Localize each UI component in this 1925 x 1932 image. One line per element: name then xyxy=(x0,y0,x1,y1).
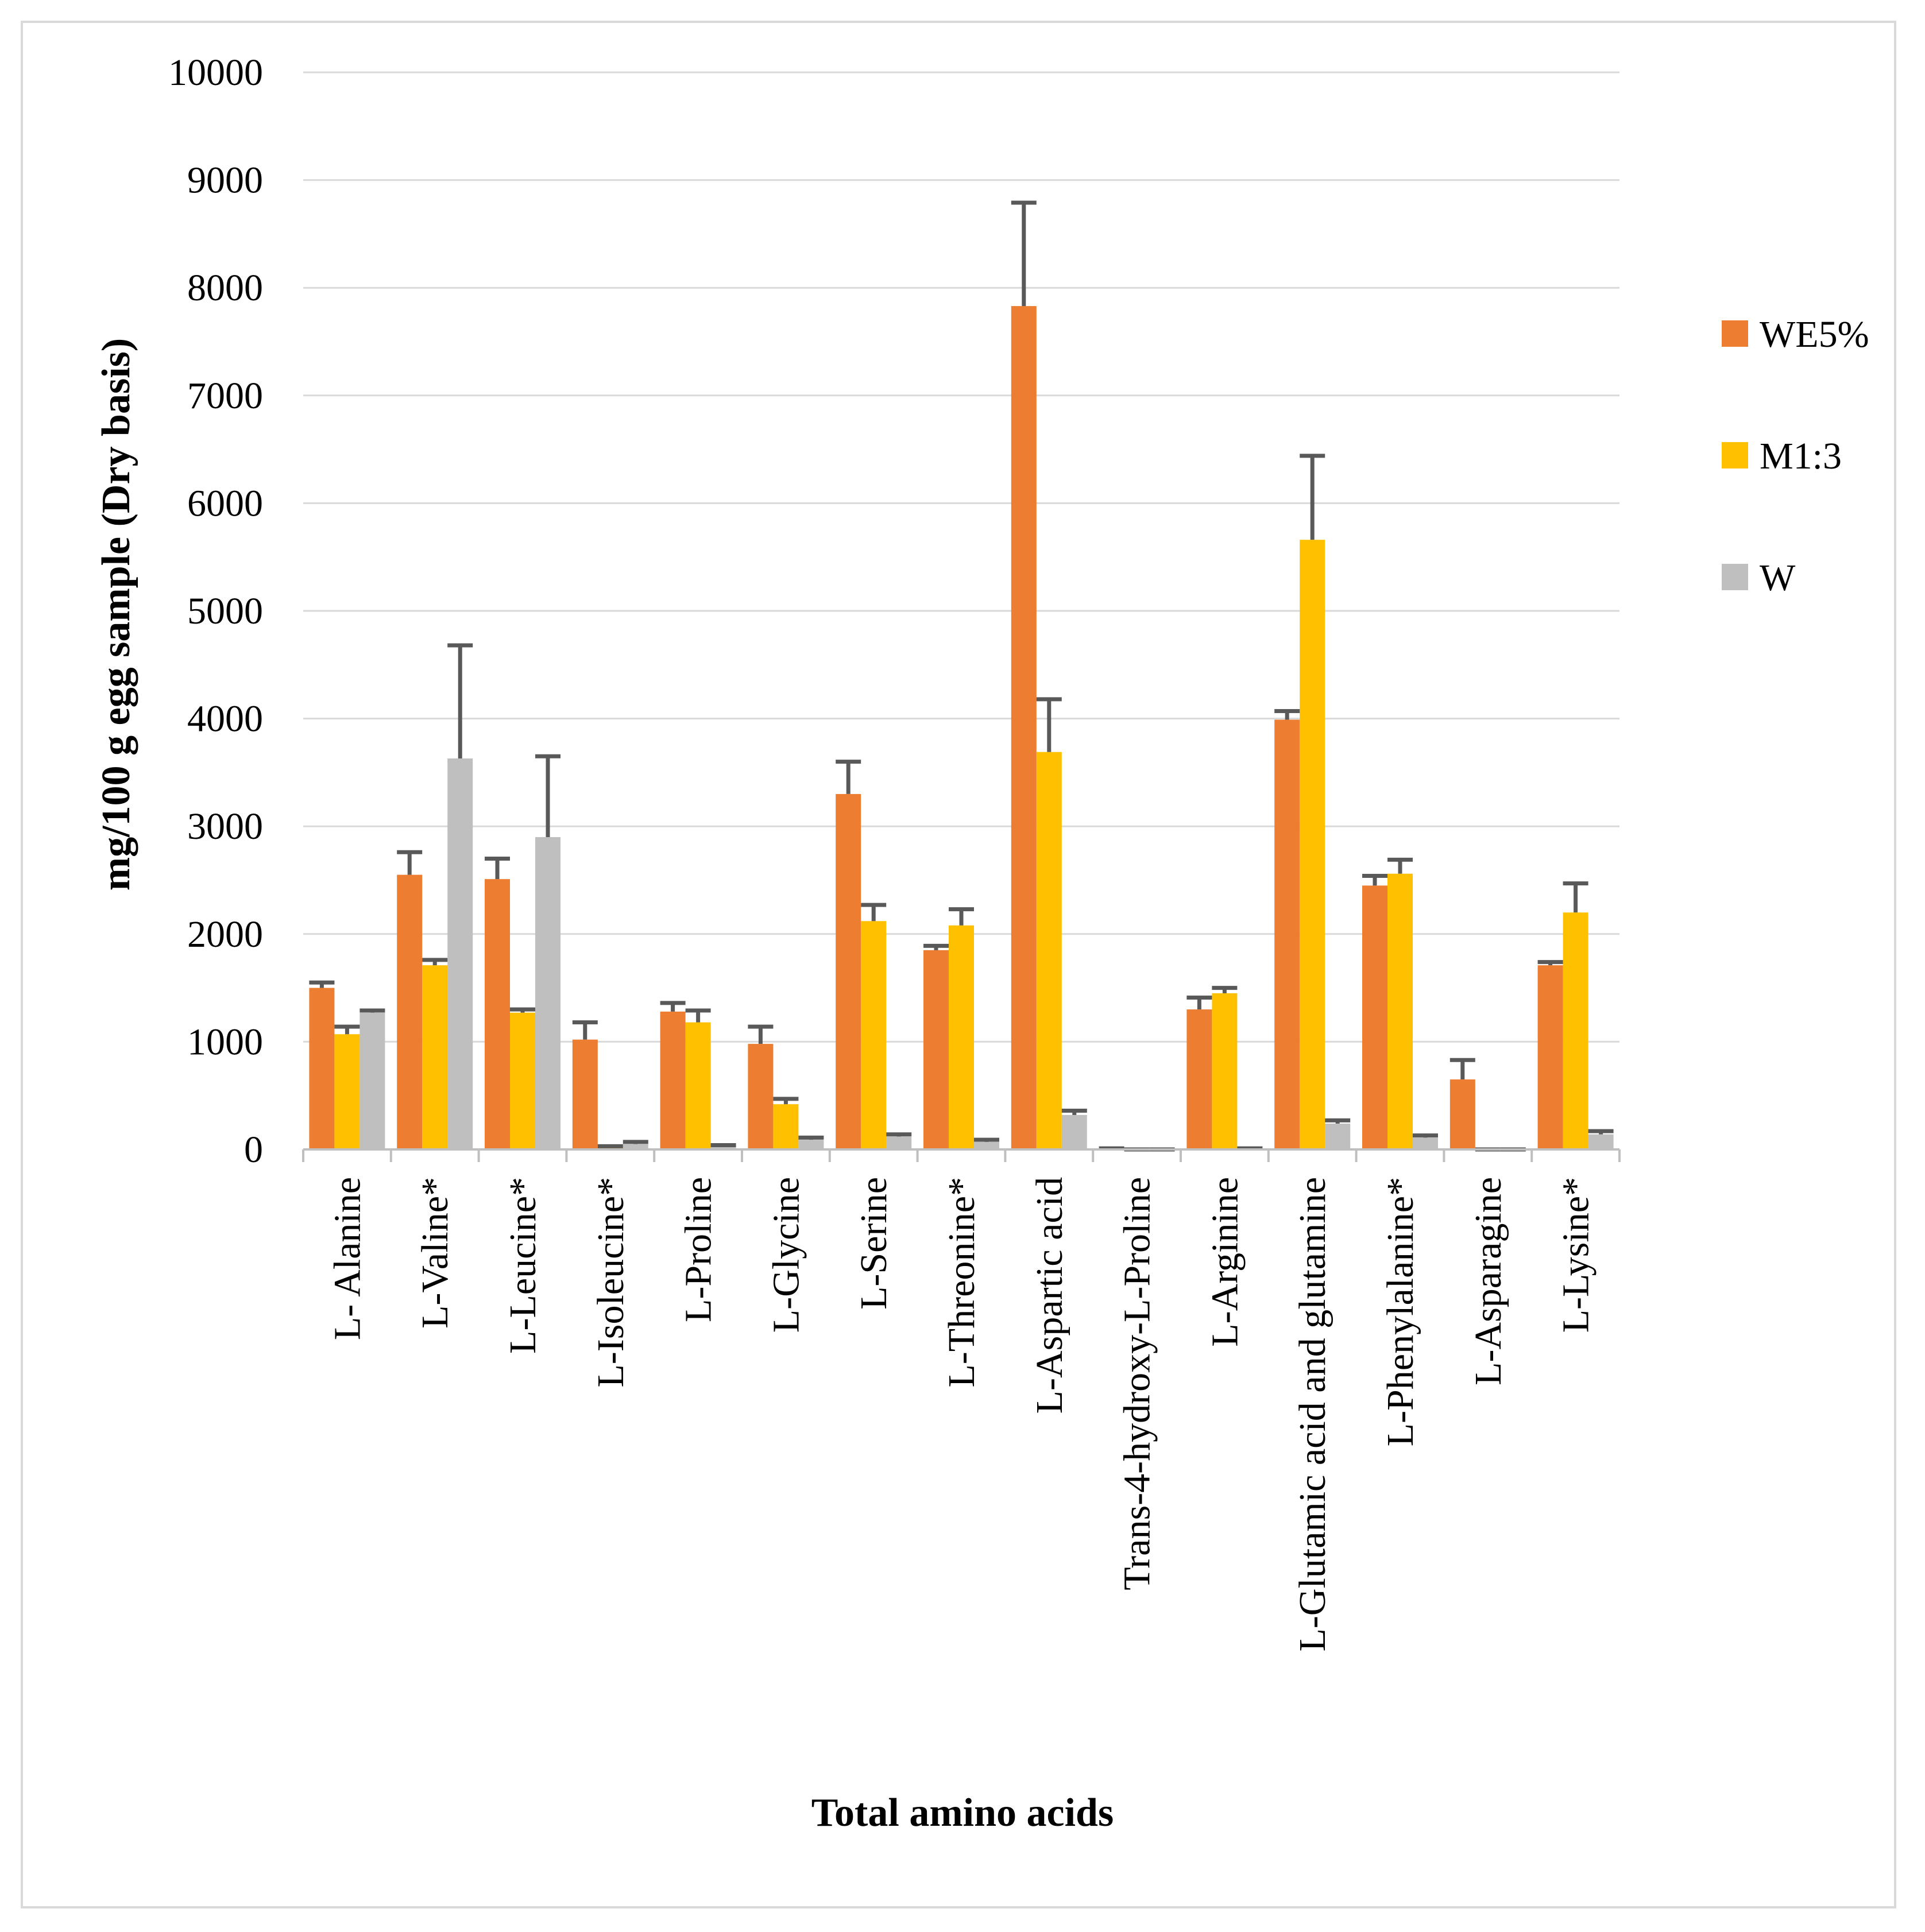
y-tick-label: 4000 xyxy=(187,698,263,740)
bar xyxy=(360,1012,385,1149)
x-axis xyxy=(302,1148,1621,1162)
bar xyxy=(923,950,949,1149)
x-axis-category-labels: L- Alanine L-Valine* L-Leucine* L-Isoleucin… xyxy=(326,1177,1597,1652)
bar xyxy=(685,1022,711,1149)
bar xyxy=(1537,965,1563,1149)
y-axis-tick-labels: 0 1000 2000 3000 4000 5000 6000 7000 8000 9000 100… xyxy=(168,52,263,1171)
bar xyxy=(748,1044,774,1149)
bar xyxy=(1011,306,1037,1149)
y-tick-label: 1000 xyxy=(187,1021,263,1063)
legend: WE5% M1:3 W xyxy=(1722,313,1869,599)
bar xyxy=(836,793,861,1149)
x-category-label: L-Threonine* xyxy=(941,1177,983,1388)
bar xyxy=(485,879,510,1149)
bars xyxy=(309,306,1614,1149)
bar xyxy=(572,1039,598,1149)
y-tick-label: 2000 xyxy=(187,913,263,955)
x-category-label: L-Serine xyxy=(853,1177,895,1310)
bar xyxy=(1036,752,1062,1149)
legend-label: WE5% xyxy=(1760,313,1869,355)
y-tick-label: 5000 xyxy=(187,590,263,632)
y-tick-label: 0 xyxy=(244,1129,263,1171)
x-axis-title: Total amino acids xyxy=(811,1791,1114,1835)
bar xyxy=(334,1034,360,1149)
x-category-label: L-Lysine* xyxy=(1555,1177,1597,1333)
bar xyxy=(397,874,423,1149)
bar xyxy=(1449,1079,1475,1149)
x-category-label: L-Asparagine xyxy=(1467,1177,1509,1385)
y-tick-label: 3000 xyxy=(187,806,263,847)
bar xyxy=(861,921,887,1149)
y-tick-label: 6000 xyxy=(187,482,263,524)
y-tick-label: 7000 xyxy=(187,375,263,417)
y-tick-label: 8000 xyxy=(187,267,263,309)
bar xyxy=(447,758,473,1149)
x-category-label: L-Phenylalanine* xyxy=(1379,1177,1421,1446)
x-category-label: L-Glutamic acid and glutamine xyxy=(1292,1177,1333,1652)
bar xyxy=(1061,1114,1087,1149)
bar xyxy=(1212,993,1238,1149)
bar xyxy=(773,1104,799,1149)
x-category-label: L-Valine* xyxy=(414,1177,456,1329)
bar xyxy=(1186,1009,1212,1149)
bar xyxy=(309,988,335,1149)
bar xyxy=(1563,912,1588,1149)
bar xyxy=(623,1144,648,1149)
bar xyxy=(1362,885,1387,1149)
bar xyxy=(660,1011,686,1149)
bar xyxy=(1300,540,1325,1149)
legend-label: W xyxy=(1760,557,1796,599)
x-category-label: L-Arginine xyxy=(1204,1177,1246,1347)
x-category-label: Trans-4-hydroxy-L-Proline xyxy=(1116,1177,1158,1590)
bar xyxy=(886,1136,912,1149)
legend-swatch xyxy=(1722,320,1748,347)
x-category-label: L-Proline xyxy=(678,1177,720,1322)
bar xyxy=(798,1140,824,1149)
bar xyxy=(1413,1137,1438,1149)
y-tick-label: 10000 xyxy=(168,52,263,94)
x-category-label: L-Glycine xyxy=(765,1177,807,1333)
bar xyxy=(710,1146,736,1149)
bar xyxy=(510,1012,535,1149)
x-category-label: L-Isoleucine* xyxy=(590,1177,632,1388)
x-category-label: L-Aspartic acid xyxy=(1029,1177,1070,1414)
bar xyxy=(535,837,561,1149)
legend-label: M1:3 xyxy=(1760,435,1842,477)
bar xyxy=(1588,1134,1614,1149)
legend-swatch xyxy=(1722,442,1748,469)
bar xyxy=(1387,873,1413,1149)
bar xyxy=(1274,719,1300,1149)
legend-swatch xyxy=(1722,564,1748,590)
bar xyxy=(1325,1123,1351,1149)
bar xyxy=(949,925,974,1149)
x-category-label: L- Alanine xyxy=(326,1177,368,1340)
x-category-label: L-Leucine* xyxy=(502,1177,544,1354)
y-axis-title: mg/100 g egg sample (Dry basis) xyxy=(94,338,138,890)
bar xyxy=(974,1141,999,1149)
y-tick-label: 9000 xyxy=(187,160,263,202)
bar xyxy=(422,965,448,1149)
